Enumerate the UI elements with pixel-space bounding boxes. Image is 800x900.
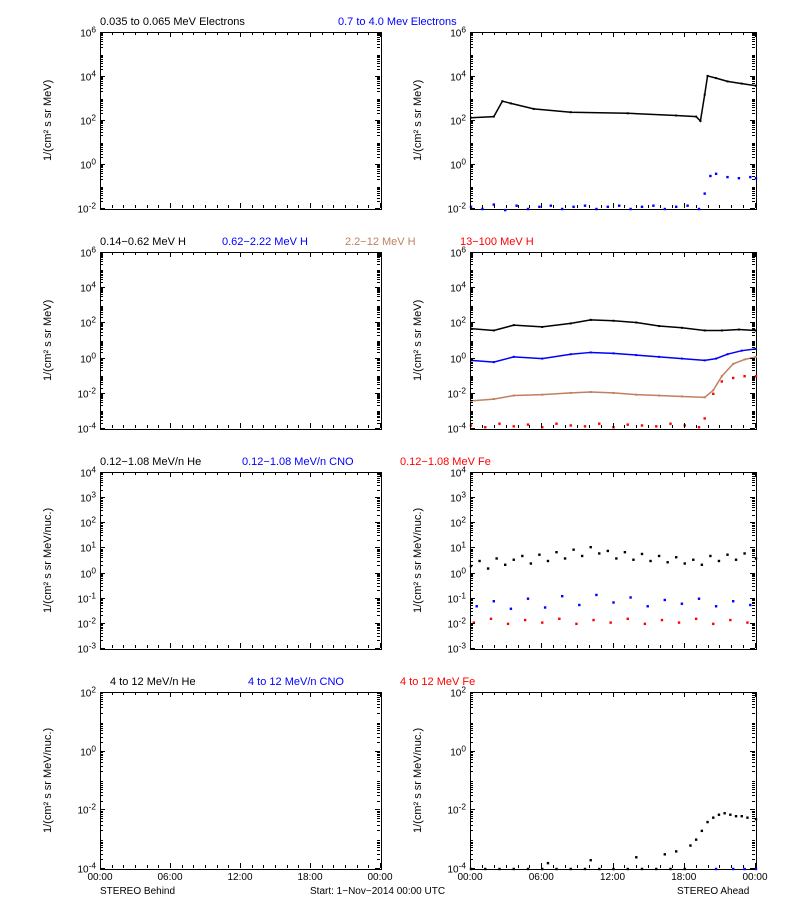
y-tick-label: 100 — [68, 743, 96, 758]
plot-panel — [470, 32, 757, 210]
y-tick-label: 100 — [68, 350, 96, 365]
plot-panel — [470, 252, 757, 430]
y-tick-label: 100 — [438, 743, 466, 758]
y-tick-label: 100 — [438, 350, 466, 365]
y-tick-label: 10-2 — [438, 802, 466, 817]
series-legend-label: 0.12−1.08 MeV/n He — [100, 456, 201, 468]
plot-svg — [471, 33, 756, 209]
y-tick-label: 104 — [438, 280, 466, 295]
y-tick-label: 10-2 — [438, 385, 466, 400]
series-legend-label: 0.14−0.62 MeV H — [100, 236, 186, 248]
series-legend-label: 2.2−12 MeV H — [345, 236, 416, 248]
y-axis-label: 1/(cm² s sr MeV) — [42, 60, 54, 180]
multi-panel-timeseries-figure: 0.035 to 0.065 MeV Electrons0.7 to 4.0 M… — [0, 0, 800, 900]
x-tick-label: 00:00 — [367, 872, 392, 883]
y-tick-label: 10-4 — [68, 420, 96, 435]
y-tick-label: 101 — [68, 540, 96, 555]
y-axis-label: 1/(cm² s sr MeV) — [412, 280, 424, 400]
y-tick-label: 10-2 — [438, 615, 466, 630]
y-tick-label: 106 — [438, 244, 466, 259]
y-tick-label: 102 — [68, 112, 96, 127]
y-tick-label: 102 — [68, 315, 96, 330]
x-tick-label: 00:00 — [742, 872, 767, 883]
plot-panel — [470, 692, 757, 870]
series-legend-label: 0.62−2.22 MeV H — [222, 236, 308, 248]
y-tick-label: 106 — [68, 24, 96, 39]
series-legend-label: 4 to 12 MeV/n He — [110, 676, 196, 688]
y-tick-label: 10-3 — [68, 640, 96, 655]
y-tick-label: 100 — [68, 565, 96, 580]
y-tick-label: 102 — [438, 684, 466, 699]
y-tick-label: 102 — [438, 315, 466, 330]
plot-panel — [100, 472, 382, 650]
y-tick-label: 104 — [438, 68, 466, 83]
plot-panel — [470, 472, 757, 650]
series-legend-label: 4 to 12 MeV/n CNO — [248, 676, 344, 688]
y-tick-label: 100 — [68, 156, 96, 171]
plot-svg — [471, 253, 756, 429]
x-tick-label: 12:00 — [600, 872, 625, 883]
y-axis-label: 1/(cm² s sr MeV/nuc.) — [42, 720, 54, 840]
y-tick-label: 10-2 — [68, 615, 96, 630]
x-tick-label: 12:00 — [227, 872, 252, 883]
y-tick-label: 103 — [438, 489, 466, 504]
start-time-label: Start: 1−Nov−2014 00:00 UTC — [310, 886, 445, 897]
y-tick-label: 100 — [438, 565, 466, 580]
x-tick-label: 06:00 — [157, 872, 182, 883]
plot-svg — [471, 693, 756, 869]
x-tick-label: 18:00 — [671, 872, 696, 883]
y-tick-label: 102 — [438, 515, 466, 530]
series-legend-label: 0.12−1.08 MeV/n CNO — [242, 456, 354, 468]
column-label-ahead: STEREO Ahead — [677, 886, 749, 897]
plot-svg — [471, 473, 756, 649]
y-tick-label: 106 — [68, 244, 96, 259]
y-tick-label: 10-2 — [68, 802, 96, 817]
y-tick-label: 106 — [438, 24, 466, 39]
plot-panel — [100, 252, 382, 430]
x-tick-label: 00:00 — [457, 872, 482, 883]
x-tick-label: 00:00 — [87, 872, 112, 883]
y-tick-label: 10-2 — [68, 200, 96, 215]
plot-panel — [100, 32, 382, 210]
y-tick-label: 104 — [438, 464, 466, 479]
series-legend-label: 13−100 MeV H — [460, 236, 534, 248]
y-tick-label: 104 — [68, 280, 96, 295]
y-axis-label: 1/(cm² s sr MeV/nuc.) — [42, 500, 54, 620]
x-tick-label: 18:00 — [297, 872, 322, 883]
series-legend-label: 0.035 to 0.065 MeV Electrons — [100, 16, 245, 28]
y-tick-label: 104 — [68, 68, 96, 83]
y-axis-label: 1/(cm² s sr MeV/nuc.) — [412, 720, 424, 840]
y-tick-label: 10-1 — [438, 590, 466, 605]
y-tick-label: 10-4 — [438, 420, 466, 435]
y-tick-label: 10-2 — [438, 200, 466, 215]
y-tick-label: 102 — [68, 684, 96, 699]
y-axis-label: 1/(cm² s sr MeV) — [412, 60, 424, 180]
column-label-behind: STEREO Behind — [100, 886, 175, 897]
plot-panel — [100, 692, 382, 870]
y-tick-label: 10-3 — [438, 640, 466, 655]
y-tick-label: 103 — [68, 489, 96, 504]
y-axis-label: 1/(cm² s sr MeV/nuc.) — [412, 500, 424, 620]
x-tick-label: 06:00 — [529, 872, 554, 883]
y-tick-label: 10-1 — [68, 590, 96, 605]
y-axis-label: 1/(cm² s sr MeV) — [42, 280, 54, 400]
y-tick-label: 102 — [438, 112, 466, 127]
y-tick-label: 101 — [438, 540, 466, 555]
y-tick-label: 104 — [68, 464, 96, 479]
y-tick-label: 102 — [68, 515, 96, 530]
y-tick-label: 10-2 — [68, 385, 96, 400]
y-tick-label: 100 — [438, 156, 466, 171]
